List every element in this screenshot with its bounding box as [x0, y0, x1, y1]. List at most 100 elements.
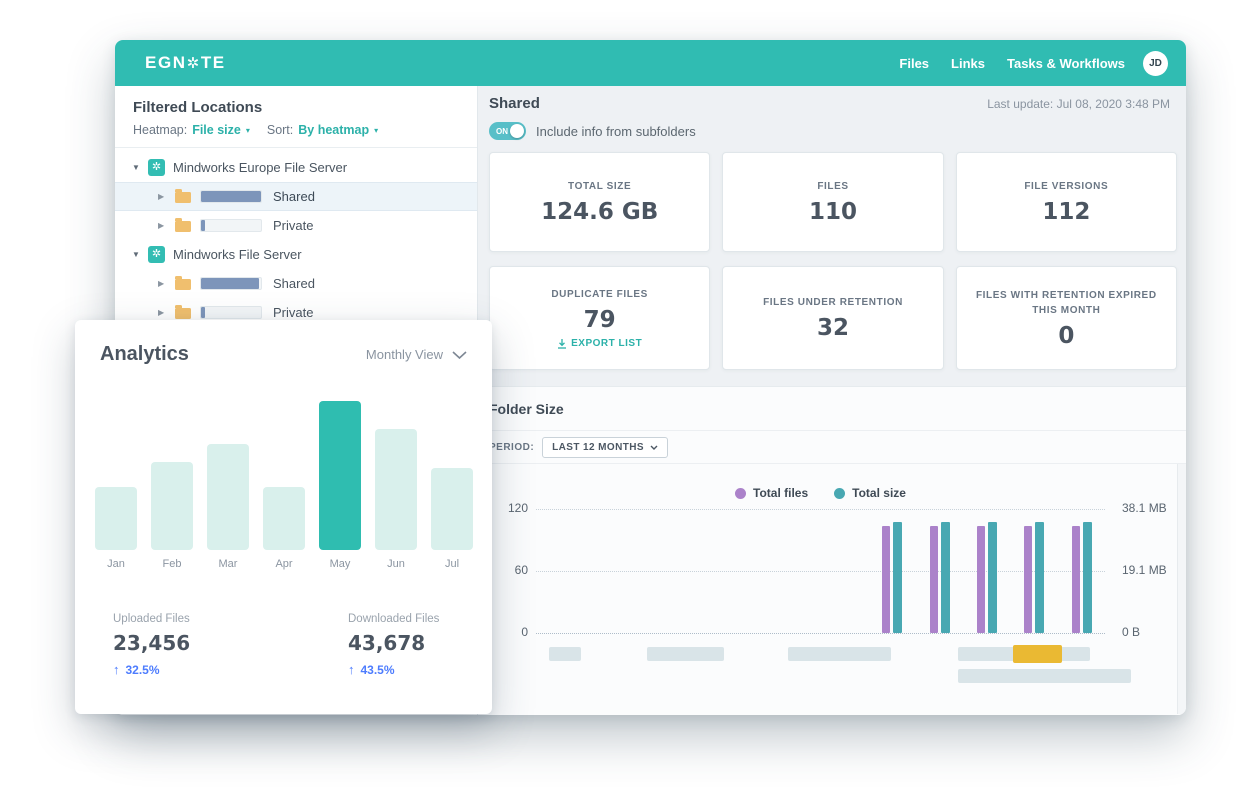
stat-card-files: FILES 110 — [722, 152, 944, 252]
analytics-stat-label: Downloaded Files — [348, 613, 440, 625]
caret-right-icon[interactable]: ▶ — [158, 221, 165, 230]
period-dropdown[interactable]: LAST 12 MONTHS — [542, 436, 668, 458]
stat-card-duplicate-files: DUPLICATE FILES 79 EXPORT LIST — [489, 266, 711, 370]
tree-folder-private[interactable]: ▶ Private — [115, 298, 477, 327]
stat-card-total-size: TOTAL SIZE 124.6 GB — [489, 152, 711, 252]
bar-total-files — [1071, 526, 1080, 633]
stat-label: DUPLICATE FILES — [551, 289, 648, 300]
chevron-down-icon — [650, 445, 658, 450]
folder-size-panel: Folder Size PERIOD: LAST 12 MONTHS Total… — [478, 386, 1186, 715]
heatmap-bar-fill — [201, 220, 206, 231]
tree-server-mindworks-file-server[interactable]: ▼ ✲ Mindworks File Server — [115, 240, 477, 269]
chart-legend: Total files Total size — [536, 486, 1105, 500]
stat-value: 112 — [1042, 199, 1091, 225]
stat-value: 79 — [583, 307, 616, 333]
month-label: May — [329, 558, 351, 570]
gridline — [536, 571, 1105, 572]
legend-item: Total size — [834, 486, 906, 500]
bar-total-files — [929, 526, 938, 633]
caret-right-icon[interactable]: ▶ — [158, 279, 165, 288]
view-value: Monthly View — [365, 347, 443, 362]
analytics-stat-value: 43,678 — [348, 631, 426, 655]
stat-value: 32 — [816, 315, 849, 341]
stat-value: 110 — [808, 199, 857, 225]
gridline — [536, 633, 1105, 634]
stat-label: FILES UNDER RETENTION — [763, 297, 903, 308]
stat-value: 124.6 GB — [541, 199, 659, 225]
analytics-card: Analytics Monthly View Jan Feb Mar Apr May Ju… — [75, 320, 492, 714]
main-header: Shared Last update: Jul 08, 2020 3:48 PM… — [478, 86, 1186, 140]
tree-item-label: Mindworks Europe File Server — [173, 160, 348, 175]
analytics-bar-apr — [263, 487, 305, 550]
bar-total-files — [1024, 526, 1033, 633]
stats-grid: TOTAL SIZE 124.6 GB FILES 110 FILE VERSIONS 1… — [478, 140, 1186, 370]
bar-total-size — [1035, 522, 1045, 633]
top-bar: EGN ✲ TE Files Links Tasks & Workflows JD — [115, 40, 1186, 86]
folder-size-chart: Total files Total size 0 0 B 60 19.1 MB 120 38.… — [478, 464, 1186, 714]
month-label: Jun — [387, 558, 405, 570]
tree-item-label: Private — [273, 305, 314, 320]
sort-dropdown[interactable]: By heatmap — [298, 123, 370, 137]
tree-folder-shared[interactable]: ▶ Shared — [115, 269, 477, 298]
month-label: Jan — [107, 558, 125, 570]
arrow-up-icon: ↑ — [348, 662, 355, 677]
export-list-button[interactable]: EXPORT LIST — [557, 338, 642, 349]
bar-total-size — [987, 522, 997, 633]
tree-item-label: Shared — [273, 276, 315, 291]
timeline-segment — [549, 647, 581, 661]
legend-item: Total files — [735, 486, 808, 500]
nav-item-links[interactable]: Links — [951, 55, 985, 71]
nav-item-tasks-workflows[interactable]: Tasks & Workflows — [1007, 55, 1125, 71]
chevron-down-icon: ▾ — [245, 125, 250, 135]
delta-value: 43.5% — [360, 662, 395, 677]
location-tree: ▼ ✲ Mindworks Europe File Server ▶ Shared ▶ Pr… — [115, 148, 477, 327]
avatar[interactable]: JD — [1143, 50, 1168, 76]
y-axis-tick-right: 0 B — [1122, 625, 1141, 639]
sidebar-header: Filtered Locations Heatmap: File size ▾ … — [115, 86, 477, 148]
tree-folder-shared[interactable]: ▶ Shared — [115, 182, 477, 211]
egnyte-star-icon: ✲ — [186, 54, 201, 72]
scrollbar-track[interactable] — [1177, 464, 1186, 714]
analytics-bar-chart — [95, 400, 473, 550]
analytics-bar-feb — [151, 462, 193, 550]
gridline — [536, 509, 1105, 510]
heatmap-bar — [200, 306, 262, 319]
page-title: Shared — [489, 95, 540, 112]
tree-server-mindworks-europe-file-server[interactable]: ▼ ✲ Mindworks Europe File Server — [115, 153, 477, 182]
heatmap-bar-fill — [201, 278, 260, 289]
egnyte-logo: EGN ✲ TE — [145, 53, 226, 73]
caret-down-icon[interactable]: ▼ — [132, 250, 140, 259]
egnyte-server-icon: ✲ — [148, 159, 165, 176]
egnyte-server-icon: ✲ — [148, 246, 165, 263]
subfolders-toggle[interactable]: ON — [489, 122, 526, 140]
analytics-month-labels: Jan Feb Mar Apr May Jun Jul — [95, 558, 472, 574]
chevron-down-icon — [452, 350, 467, 359]
tree-folder-private[interactable]: ▶ Private — [115, 211, 477, 240]
logo-text-prefix: EGN — [145, 53, 187, 72]
bar-total-size — [1082, 522, 1092, 633]
caret-right-icon[interactable]: ▶ — [158, 308, 165, 317]
nav-item-files[interactable]: Files — [899, 55, 930, 71]
caret-right-icon[interactable]: ▶ — [158, 192, 165, 201]
view-dropdown[interactable]: Monthly View — [366, 347, 467, 362]
legend-label: Total size — [852, 486, 906, 500]
analytics-bar-jan — [95, 487, 137, 550]
caret-down-icon[interactable]: ▼ — [132, 163, 140, 172]
sort-label: Sort: — [266, 123, 294, 137]
y-axis-tick-left: 0 — [521, 625, 528, 639]
period-label: PERIOD: — [489, 441, 535, 453]
timeline-segment — [958, 669, 1132, 683]
main-panel: Shared Last update: Jul 08, 2020 3:48 PM… — [478, 86, 1186, 715]
analytics-bar-jul — [431, 468, 473, 550]
stat-value: 0 — [1058, 322, 1075, 349]
timeline-highlight-segment — [1012, 645, 1062, 663]
filtered-locations-title: Filtered Locations — [133, 99, 263, 116]
legend-label: Total files — [753, 486, 809, 500]
period-value: LAST 12 MONTHS — [552, 441, 644, 453]
heatmap-dropdown[interactable]: File size — [192, 123, 241, 137]
period-row: PERIOD: LAST 12 MONTHS — [478, 431, 1186, 464]
heatmap-bar-fill — [201, 191, 261, 202]
y-axis-tick-left: 120 — [507, 501, 528, 515]
month-label: Apr — [275, 558, 293, 570]
top-nav: Files Links Tasks & Workflows — [877, 56, 1125, 71]
